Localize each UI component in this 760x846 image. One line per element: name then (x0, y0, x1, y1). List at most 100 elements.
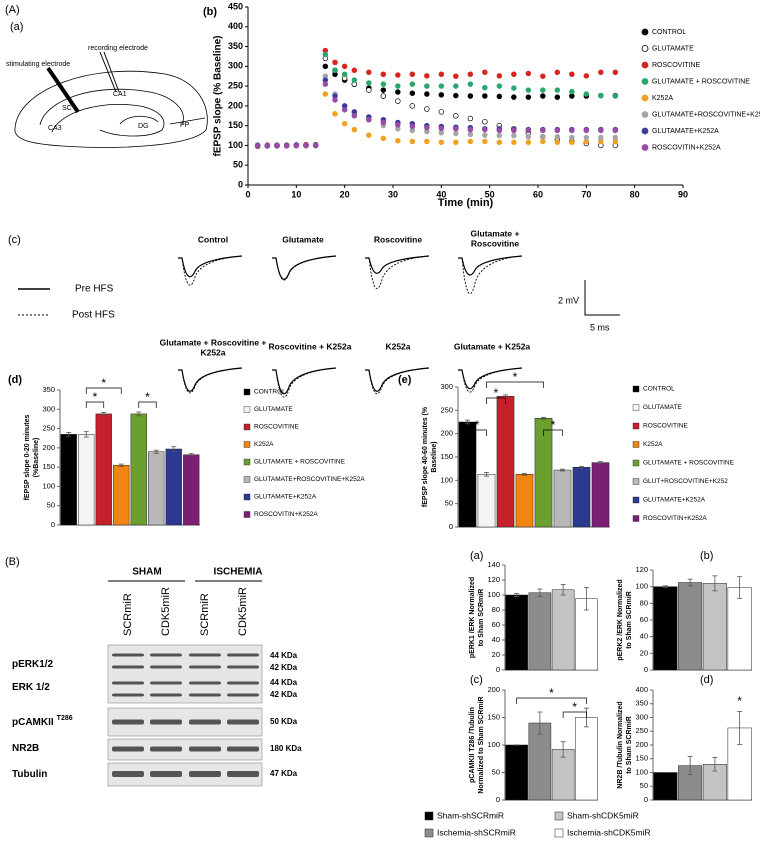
data-point (525, 139, 532, 146)
row-label: NR2B (12, 743, 39, 754)
data-point (540, 73, 546, 79)
legend-label: ROSCOVITIN+K252A (254, 511, 318, 518)
panel-label: (a) (10, 21, 23, 33)
x-axis-label: Time (min) (438, 197, 494, 209)
data-point (341, 63, 348, 70)
size-label: 180 KDa (270, 744, 302, 753)
data-point (322, 91, 329, 97)
legend-swatch (632, 441, 640, 448)
data-point (554, 94, 561, 100)
y-axis-label: pERK1 /ERK Normalized (469, 577, 476, 658)
data-point (453, 113, 459, 119)
data-point (612, 69, 619, 76)
row-label-text: NR2B (12, 743, 39, 754)
data-point (293, 142, 300, 149)
y-tick-label: 120 (635, 565, 648, 574)
condition-label: Glutamate + (471, 228, 520, 238)
data-point (467, 138, 474, 145)
data-point (540, 133, 546, 140)
region-label: DG (138, 123, 149, 130)
size-label: 42 KDa (270, 663, 298, 672)
legend-marker (641, 144, 649, 151)
size-label: 44 KDa (270, 678, 298, 687)
legend-label: ROSCOVITIN+K252A (643, 515, 707, 522)
data-point (583, 73, 590, 79)
x-tick-label: 0 (245, 189, 250, 199)
data-point (351, 77, 358, 83)
legend-swatch (243, 423, 251, 431)
y-tick-label: 250 (440, 405, 453, 414)
significance-star: * (549, 686, 554, 700)
y-axis-label: fEPSP slope (% Baseline) (213, 36, 224, 157)
data-point (525, 94, 532, 100)
data-point (438, 92, 445, 98)
blot-band (112, 719, 144, 725)
data-point (395, 72, 401, 78)
data-point (438, 83, 445, 89)
row-label-text: ERK 1/2 (12, 682, 50, 693)
bar (678, 582, 703, 671)
data-point (482, 126, 488, 133)
blot-band (227, 665, 259, 669)
data-point (482, 84, 488, 91)
y-tick-label: 250 (228, 80, 243, 90)
y-tick-label: 80 (640, 598, 648, 607)
diagram-label: recording electrode (88, 45, 148, 52)
data-point (351, 67, 358, 74)
data-point (254, 142, 261, 149)
y-tick-label: 50 (233, 160, 243, 170)
legend-label: GLUTAMATE+K252A (652, 128, 719, 135)
data-point (453, 130, 459, 137)
y-tick-label: 450 (228, 1, 243, 11)
data-point (380, 87, 387, 93)
legend-label: Post HFS (72, 310, 115, 321)
legend-swatch (632, 404, 640, 411)
data-point (395, 83, 401, 89)
y-tick-label: 0 (644, 665, 648, 674)
x-tick-label: 90 (678, 189, 688, 199)
legend-label: CONTROL (643, 386, 675, 393)
y-tick-label: 300 (42, 404, 55, 413)
y-tick-label: 60 (492, 620, 500, 629)
pre-hfs-trace (178, 367, 243, 392)
legend-label: ROSCOVITIN+K252A (652, 144, 721, 151)
y-tick-label: 60 (640, 615, 648, 624)
bar (458, 421, 477, 528)
y-axis-label: to Sham SCRmiR (626, 591, 633, 649)
y-axis-label: Baseline) (431, 441, 438, 472)
y-tick-label: 80 (492, 605, 500, 614)
y-tick-label: 100 (228, 140, 243, 150)
group-label: SHAM (132, 567, 161, 578)
data-point (511, 132, 517, 139)
bar (505, 594, 528, 671)
significance-bracket (486, 397, 506, 404)
pre-hfs-trace (458, 255, 523, 276)
data-point (366, 87, 372, 93)
bar (78, 434, 95, 526)
x-tick-label: 40 (436, 189, 446, 199)
data-point (583, 127, 590, 134)
legend-label: GLUTAMATE + ROSCOVITINE (643, 460, 735, 467)
significance-star: * (494, 386, 499, 400)
bar (553, 469, 572, 528)
legend-label: CONTROL (254, 389, 286, 396)
data-point (540, 138, 546, 145)
blot-band (189, 719, 221, 725)
data-point (322, 81, 329, 87)
data-point (380, 135, 387, 142)
blot-band (227, 746, 259, 752)
y-tick-label: 50 (445, 499, 453, 508)
data-point (525, 127, 532, 134)
row-label-text: pERK1/2 (12, 659, 54, 670)
bar (477, 474, 496, 528)
data-point (467, 71, 474, 77)
data-point (341, 71, 348, 77)
y-tick-label: 0 (449, 522, 453, 531)
data-point (351, 113, 358, 119)
panel-label: (d) (8, 374, 22, 386)
legend-swatch (632, 459, 640, 467)
legend-label: GLUTAMATE (652, 45, 694, 52)
legend-swatch (243, 511, 251, 518)
y-tick-label: 400 (228, 21, 243, 31)
legend-swatch (632, 496, 640, 504)
